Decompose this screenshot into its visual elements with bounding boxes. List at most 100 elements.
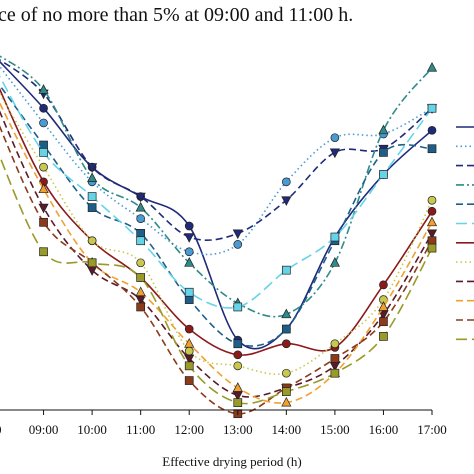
series-10-point-7 [281, 396, 292, 407]
series-3-point-3 [87, 163, 98, 173]
series-2-point-8 [330, 133, 340, 143]
series-11-point-9 [379, 317, 388, 327]
x-tick-label-3: 10:00 [77, 422, 107, 437]
series-4-point-7 [281, 308, 292, 319]
series-10-point-2 [38, 183, 49, 194]
series-6 [0, 75, 437, 312]
series-9-point-2 [38, 203, 49, 214]
series-2 [0, 65, 437, 257]
series-6-point-3 [87, 192, 97, 201]
series-12-point-5 [184, 361, 194, 371]
x-tick-label-2: 09:00 [29, 422, 59, 437]
series-12-point-3 [87, 258, 97, 268]
series-12-point-8 [330, 368, 340, 378]
series-12-line [0, 154, 433, 405]
series-10-point-5 [184, 338, 195, 348]
series-4-point-5 [184, 257, 195, 267]
series-9-line [0, 110, 433, 398]
series-11-point-4 [136, 302, 146, 312]
series-7-point-6 [233, 350, 243, 360]
series-1-point-10 [427, 125, 437, 135]
series-11-point-10 [427, 236, 437, 246]
series-5-point-5 [184, 295, 194, 304]
series-9-point-6 [232, 391, 243, 402]
series-5-point-6 [233, 339, 243, 349]
series-4-point-8 [329, 257, 340, 267]
series-4-point-4 [135, 201, 146, 212]
x-tick-label-8: 15:00 [320, 422, 350, 437]
series-2-point-2 [39, 118, 48, 128]
series-10-point-10 [426, 216, 438, 227]
series-9-point-10 [426, 229, 438, 240]
series-12-point-2 [39, 247, 48, 257]
series-9-point-9 [378, 310, 389, 321]
series-6-point-6 [233, 302, 243, 312]
series-7-point-7 [281, 339, 291, 349]
series-7-point-10 [427, 206, 437, 216]
series-3-point-6 [232, 229, 243, 240]
series-11-point-5 [184, 376, 194, 385]
series-12-point-9 [379, 332, 388, 341]
series-12-point-7 [281, 387, 291, 396]
series-8-point-3 [87, 236, 97, 246]
series-12-point-10 [427, 243, 437, 253]
series-7-point-5 [184, 324, 194, 334]
series-7 [0, 87, 437, 360]
series-3-point-8 [329, 148, 340, 159]
series-10-line [0, 101, 433, 404]
series-9 [0, 110, 438, 402]
x-tick-label-4: 11:00 [126, 422, 155, 437]
series-6-point-4 [136, 236, 146, 246]
series-3-point-4 [135, 192, 146, 203]
series-11-point-2 [39, 217, 48, 227]
series-2-point-4 [136, 214, 146, 223]
series-6-point-8 [330, 232, 340, 242]
x-tick-label-7: 14:00 [272, 422, 302, 437]
series-8 [0, 93, 437, 378]
caption-text: ce of no more than 5% at 09:00 and 11:00… [0, 4, 354, 26]
series-9-point-5 [184, 354, 195, 365]
series-6-point-2 [39, 148, 48, 157]
series-12 [0, 154, 437, 407]
series-4-line [0, 55, 433, 318]
series-10-point-6 [232, 382, 243, 392]
series-7-point-9 [379, 280, 388, 290]
series-4-point-3 [87, 172, 98, 183]
series-8-point-10 [427, 195, 437, 205]
series-8-point-7 [281, 368, 291, 378]
series-5-point-10 [427, 144, 437, 154]
series-5-point-7 [281, 324, 291, 334]
series-8-point-5 [184, 346, 194, 356]
series-11-line [0, 125, 433, 415]
series-4-point-9 [378, 124, 389, 135]
series-6-point-5 [184, 287, 194, 297]
x-tick-label-9: 16:00 [369, 422, 399, 437]
series-5-point-9 [379, 148, 388, 157]
series-1-point-5 [184, 221, 194, 231]
series-10-point-4 [135, 286, 146, 297]
series-8-point-4 [136, 258, 146, 268]
series-4 [0, 55, 438, 319]
x-axis: 00 09:00 10:00 11:00 12:00 13:00 14:00 15:00 16:… [0, 409, 447, 437]
series-10 [0, 101, 438, 407]
series-7-line [0, 87, 433, 356]
x-axis-title: Effective drying period (h) [162, 454, 301, 469]
series-2-point-7 [281, 177, 291, 187]
x-tick-label-6: 13:00 [223, 422, 253, 437]
series-3-point-7 [281, 196, 292, 206]
series-1-point-2 [39, 103, 48, 113]
series-11-point-8 [330, 354, 340, 363]
x-tick-label-5: 12:00 [174, 422, 204, 437]
series-4-point-2 [38, 84, 49, 94]
series-5-point-4 [136, 229, 146, 238]
series-4-point-10 [426, 62, 438, 72]
x-tick-label-10: 17:00 [417, 422, 447, 437]
legend [456, 126, 474, 341]
series-2-point-6 [233, 240, 243, 249]
series-6-point-10 [427, 103, 437, 113]
series-12-point-4 [136, 273, 146, 282]
series-5-point-2 [39, 140, 48, 150]
series-8-point-8 [330, 339, 340, 349]
series-3 [0, 59, 438, 243]
